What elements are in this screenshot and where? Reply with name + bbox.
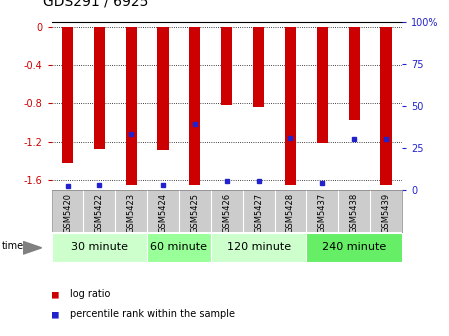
Bar [221,27,232,106]
Bar [380,27,392,185]
Bar [348,27,360,120]
Text: GSM5438: GSM5438 [350,193,359,234]
Bar [211,234,306,262]
Bar [306,234,402,262]
Text: GSM5422: GSM5422 [95,193,104,233]
Text: ■: ■ [52,309,58,319]
Text: GDS291 / 6925: GDS291 / 6925 [43,0,148,8]
Text: 60 minute: 60 minute [150,242,207,252]
Text: ■: ■ [52,289,58,299]
Text: GSM5437: GSM5437 [318,193,327,234]
Text: GSM5423: GSM5423 [127,193,136,233]
Text: GSM5439: GSM5439 [382,193,391,233]
Bar [189,27,201,185]
Bar [285,27,296,185]
Text: 120 minute: 120 minute [227,242,291,252]
Bar [147,234,211,262]
Text: 30 minute: 30 minute [71,242,128,252]
Text: GSM5426: GSM5426 [222,193,231,233]
Text: 240 minute: 240 minute [322,242,386,252]
Bar [126,27,137,185]
Text: GSM5424: GSM5424 [158,193,167,233]
Text: GSM5425: GSM5425 [190,193,199,233]
Polygon shape [23,242,42,254]
Bar [94,27,105,149]
Bar [158,27,169,150]
Text: GSM5420: GSM5420 [63,193,72,233]
Text: time: time [2,241,24,251]
Bar [317,27,328,143]
Bar [52,234,147,262]
Text: GSM5428: GSM5428 [286,193,295,233]
Text: percentile rank within the sample: percentile rank within the sample [70,309,234,319]
Text: GSM5427: GSM5427 [254,193,263,233]
Bar [253,27,264,107]
Bar [62,27,73,163]
Text: log ratio: log ratio [70,289,110,299]
